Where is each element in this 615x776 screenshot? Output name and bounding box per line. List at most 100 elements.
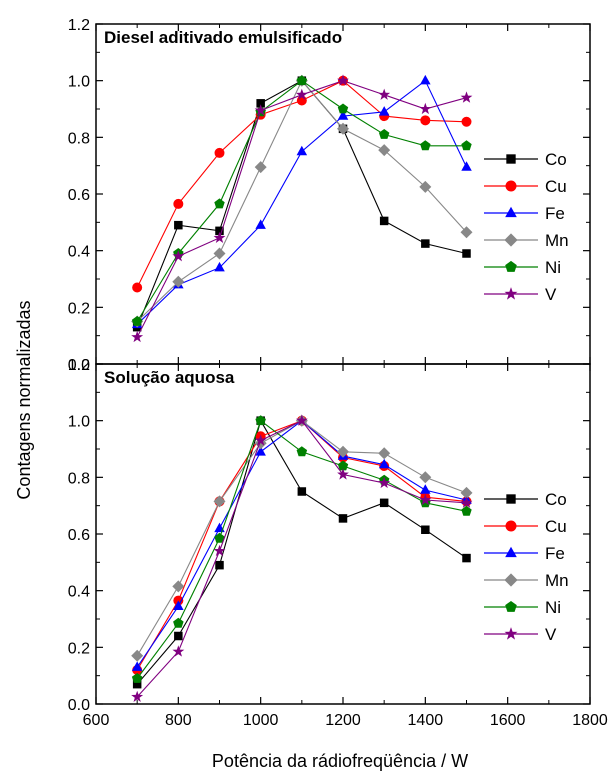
data-point-fe — [378, 458, 390, 469]
series-line-cu — [136, 80, 467, 288]
data-point-mn — [337, 445, 349, 458]
data-point-fe — [255, 219, 266, 229]
data-point-co — [215, 560, 224, 570]
legend-marker-fe — [505, 206, 517, 218]
data-point-v — [131, 330, 144, 343]
data-point-co — [462, 249, 471, 258]
legend: Co Cu Fe Mn Ni V — [484, 490, 569, 644]
data-point-v — [460, 91, 473, 103]
data-point-fe — [337, 110, 349, 120]
data-point-v — [337, 74, 349, 86]
data-point-co — [379, 216, 389, 226]
data-point-ni — [378, 129, 390, 139]
data-point-v — [172, 645, 185, 657]
data-point-v — [419, 493, 432, 506]
y-tick-label: 0.2 — [68, 640, 90, 657]
legend-label: Mn — [545, 571, 569, 590]
y-tick-label: 0.4 — [68, 584, 90, 601]
data-point-v — [131, 690, 144, 702]
legend-label: Co — [545, 490, 567, 509]
data-point-v — [172, 250, 185, 262]
series-v — [131, 414, 473, 702]
legend: Co Cu Fe Mn Ni V — [484, 150, 569, 304]
data-point-ni — [461, 140, 472, 151]
data-point-mn — [213, 495, 226, 508]
data-point-fe — [131, 661, 143, 671]
data-point-mn — [337, 122, 349, 135]
y-tick-label: 0.6 — [68, 527, 90, 544]
data-point-ni — [214, 532, 225, 543]
x-tick-label: 1000 — [243, 712, 279, 729]
data-point-fe — [296, 145, 308, 156]
data-point-cu — [132, 282, 143, 293]
x-tick-label: 600 — [83, 712, 110, 729]
data-point-ni — [296, 75, 308, 86]
data-point-v — [213, 544, 226, 557]
legend-label: Mn — [545, 231, 569, 250]
series-co — [132, 416, 471, 689]
y-tick-label: 0.6 — [68, 187, 90, 204]
data-point-v — [254, 434, 267, 446]
series-mn — [131, 74, 473, 328]
data-point-co — [215, 226, 224, 236]
legend-label: Ni — [545, 598, 561, 617]
data-point-ni — [131, 673, 143, 683]
data-point-cu — [214, 147, 225, 158]
series-line-mn — [136, 79, 467, 322]
y-tick-label: 0.0 — [68, 697, 90, 714]
legend-marker-ni — [505, 601, 517, 612]
x-tick-label: 1400 — [408, 712, 444, 729]
data-point-ni — [173, 617, 184, 628]
panel-title: Diesel aditivado emulsificado — [104, 28, 342, 47]
data-point-ni — [337, 103, 349, 114]
data-point-co — [256, 99, 265, 108]
legend-label: V — [545, 625, 557, 644]
legend-marker-mn — [504, 233, 518, 247]
data-point-v — [460, 496, 473, 508]
legend-label: Cu — [545, 517, 567, 536]
x-tick-label: 1800 — [572, 712, 608, 729]
data-point-co — [462, 553, 471, 563]
series-fe — [131, 74, 472, 329]
legend-marker-v — [504, 287, 518, 300]
data-point-fe — [255, 446, 266, 456]
series-line-co — [136, 80, 467, 328]
chart-panels: Diesel aditivado emulsificado 0.0 0.2 0.4 0.… — [68, 17, 608, 729]
data-point-mn — [460, 486, 473, 499]
data-point-co — [132, 679, 142, 689]
legend-marker-cu — [505, 180, 517, 192]
x-tick-label: 1600 — [490, 712, 526, 729]
data-point-fe — [173, 600, 184, 610]
data-point-mn — [378, 144, 391, 157]
series-line-fe — [136, 79, 467, 325]
x-axis-label: Potência da rádiofreqüência / W — [212, 751, 468, 771]
plot-frame — [95, 363, 591, 705]
legend-label: V — [545, 285, 557, 304]
data-point-mn — [213, 247, 226, 260]
legend-label: Cu — [545, 177, 567, 196]
data-point-ni — [337, 460, 349, 471]
data-point-mn — [172, 580, 185, 593]
data-point-ni — [420, 140, 431, 151]
y-tick-label: 0.2 — [68, 300, 90, 317]
data-point-co — [338, 514, 348, 523]
data-point-v — [378, 476, 391, 489]
series-ni — [131, 415, 472, 683]
data-point-fe — [378, 106, 390, 116]
legend-label: Fe — [545, 544, 565, 563]
legend-label: Co — [545, 150, 567, 169]
series-line-co — [136, 419, 467, 685]
data-point-co — [174, 220, 183, 230]
data-point-co — [421, 239, 430, 248]
y-tick-label: 1.0 — [68, 414, 90, 431]
data-point-v — [254, 104, 267, 116]
data-point-v — [295, 88, 308, 100]
legend-label: Ni — [545, 258, 561, 277]
series-line-ni — [136, 80, 467, 322]
panel-title: Solução aquosa — [104, 368, 235, 387]
chart-panel-2: Solução aquosa 0.0 0.2 0.4 0.6 0.8 1.0 1.2 600 80… — [68, 357, 608, 729]
data-point-fe — [214, 261, 225, 272]
data-point-cu — [173, 198, 184, 209]
data-point-ni — [461, 505, 472, 516]
